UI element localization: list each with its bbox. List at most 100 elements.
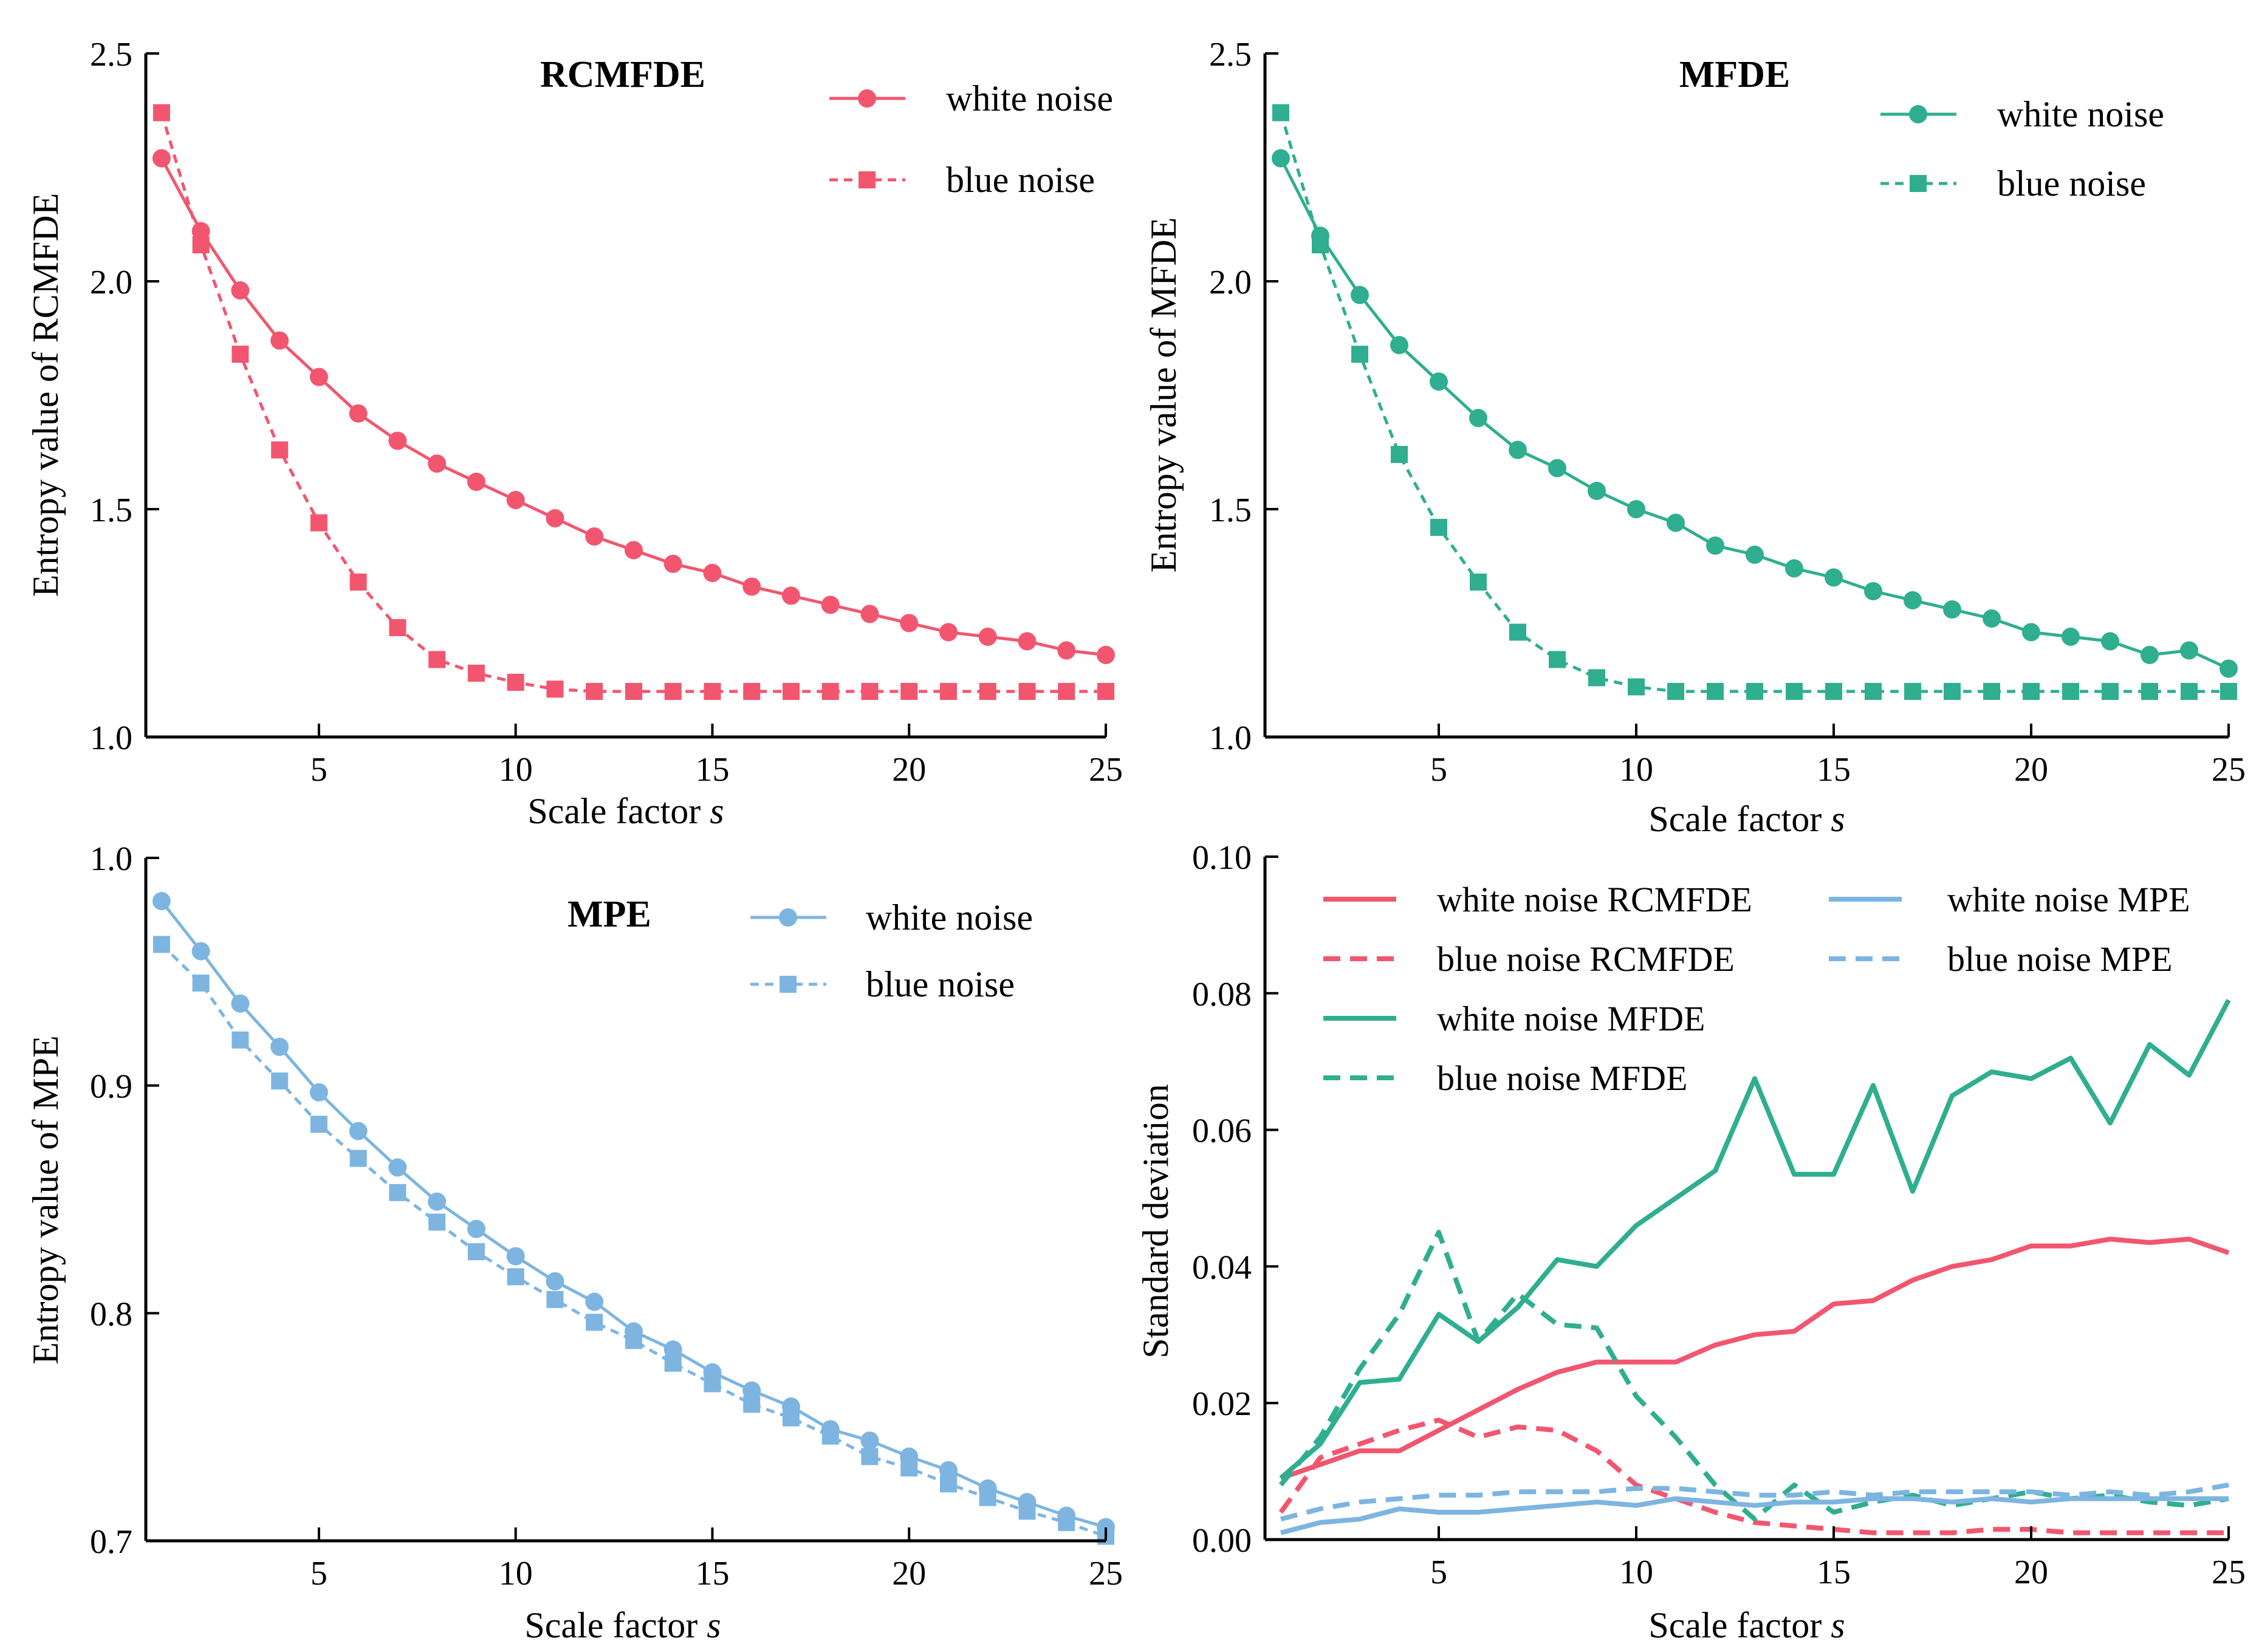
rcmfde-point-s1-22	[1018, 683, 1036, 700]
mfde-legend-label-blue: blue noise	[1997, 163, 2146, 204]
rcmfde-x-tick-label-4: 25	[1089, 751, 1123, 789]
mfde-point-s0-17	[1943, 600, 1961, 619]
rcmfde-point-s1-13	[664, 683, 682, 700]
rcmfde-point-s1-4	[310, 514, 327, 532]
mpe-point-s1-6	[389, 1184, 406, 1201]
rcmfde-point-s1-24	[1097, 683, 1114, 700]
mfde-point-s1-23	[2181, 683, 2198, 700]
std-series-line-1	[1278, 1417, 2229, 1535]
rcmfde-x-tick-label-1: 10	[499, 751, 533, 789]
mfde-point-s1-12	[1746, 683, 1763, 700]
rcmfde-legend: white noise blue noise	[829, 78, 1113, 200]
mfde-point-s0-18	[1983, 609, 2001, 628]
mfde-point-s0-9	[1627, 500, 1645, 518]
mfde-point-s0-3	[1390, 336, 1408, 354]
mfde-point-s1-9	[1628, 678, 1645, 696]
std-legend-label-4: white noise MPE	[1947, 880, 2190, 919]
mfde-point-s1-14	[1825, 683, 1842, 700]
rcmfde-x-tick-label-0: 5	[310, 751, 327, 789]
std-y-tick-label-1: 0.02	[1192, 1385, 1252, 1423]
mpe-point-s1-16	[782, 1409, 800, 1427]
rcmfde-point-s1-3	[271, 441, 289, 459]
std-y-tick-label-4: 0.08	[1192, 976, 1252, 1013]
rcmfde-point-s1-16	[782, 683, 800, 700]
mfde-point-s1-3	[1391, 446, 1408, 463]
mfde-panel: 5 10 15 20 25 1.0 1.5 2.0 2.5 MFDE Scale factor …	[1143, 36, 2246, 839]
mpe-point-s1-8	[467, 1243, 485, 1261]
mpe-point-s1-21	[979, 1489, 996, 1506]
mfde-y-label: Entropy value of MFDE	[1143, 218, 1184, 573]
mfde-point-s0-8	[1588, 482, 1606, 500]
rcmfde-point-s0-11	[585, 527, 604, 546]
rcmfde-point-s0-19	[900, 614, 919, 632]
rcmfde-point-s0-15	[742, 577, 761, 596]
rcmfde-legend-marker-white	[858, 89, 876, 108]
mfde-point-s1-15	[1865, 683, 1882, 700]
rcmfde-point-s1-21	[979, 683, 996, 700]
mfde-point-s1-19	[2023, 683, 2040, 700]
mfde-point-s0-22	[2141, 646, 2159, 664]
mfde-point-s1-17	[1944, 683, 1961, 700]
mfde-y-tick-label-1: 1.5	[1209, 492, 1252, 529]
rcmfde-point-s0-10	[546, 509, 564, 527]
mpe-title: MPE	[567, 894, 651, 935]
mpe-point-s1-15	[743, 1396, 761, 1413]
mfde-x-tick-label-1: 10	[1619, 751, 1653, 789]
rcmfde-point-s1-17	[821, 683, 839, 700]
std-y-tick-label-5: 0.10	[1192, 839, 1252, 877]
mfde-point-s0-11	[1706, 536, 1724, 555]
mpe-legend-marker-blue	[780, 976, 797, 993]
rcmfde-point-s1-2	[231, 346, 249, 363]
mfde-point-s1-8	[1588, 669, 1605, 687]
std-legend-label-3: blue noise MFDE	[1437, 1058, 1687, 1098]
mpe-x-tick-label-0: 5	[310, 1555, 327, 1592]
mfde-point-s1-18	[1983, 683, 2000, 700]
rcmfde-series-layer	[152, 104, 1115, 700]
mpe-point-s1-14	[704, 1375, 721, 1393]
rcmfde-point-s0-0	[152, 149, 171, 168]
mpe-point-s1-7	[428, 1213, 446, 1231]
rcmfde-point-s1-14	[704, 683, 721, 700]
mfde-point-s1-5	[1470, 574, 1487, 591]
rcmfde-point-s1-9	[507, 674, 524, 691]
mfde-point-s1-1	[1312, 236, 1329, 253]
mpe-panel: 5 10 15 20 25 0.7 0.8 0.9 1.0 MPE Scale factor s…	[26, 840, 1123, 1645]
std-series-line-4	[1280, 1496, 2229, 1535]
mfde-point-s0-4	[1430, 372, 1448, 391]
std-series-line-2	[1279, 999, 2231, 1480]
mpe-x-label: Scale factor s	[524, 1605, 721, 1645]
mpe-point-s1-20	[939, 1475, 957, 1493]
std-series-layer	[1278, 999, 2231, 1535]
rcmfde-x-tick-label-2: 15	[695, 751, 729, 789]
mfde-point-s0-10	[1667, 513, 1685, 532]
mpe-point-s0-20	[939, 1461, 958, 1479]
mpe-point-s0-0	[152, 892, 171, 911]
mpe-point-s0-2	[231, 994, 250, 1013]
mfde-legend-label-white: white noise	[1997, 94, 2164, 134]
mpe-point-s0-7	[428, 1192, 447, 1211]
mfde-y-tick-label-2: 2.0	[1209, 264, 1252, 301]
rcmfde-y-tick-label-1: 1.5	[90, 492, 132, 529]
mfde-point-s1-2	[1351, 346, 1368, 363]
mpe-legend-marker-white	[779, 908, 797, 927]
std-legend: white noise RCMFDE blue noise RCMFDE whi…	[1323, 880, 2190, 1098]
mpe-legend-label-blue: blue noise	[866, 964, 1015, 1004]
mfde-point-s0-0	[1272, 149, 1290, 168]
mpe-x-tick-label-4: 25	[1089, 1555, 1123, 1592]
rcmfde-point-s0-17	[821, 595, 840, 614]
mpe-point-s0-4	[309, 1083, 328, 1102]
mfde-series-layer	[1272, 104, 2238, 700]
mfde-legend-marker-blue	[1910, 175, 1927, 192]
std-y-label: Standard deviation	[1136, 1084, 1176, 1359]
rcmfde-y-tick-label-2: 2.0	[90, 264, 132, 301]
std-y-tick-label-3: 0.06	[1192, 1112, 1252, 1150]
rcmfde-point-s0-14	[703, 564, 722, 582]
rcmfde-point-s0-3	[270, 331, 289, 350]
mpe-point-s1-22	[1018, 1503, 1036, 1520]
rcmfde-point-s1-0	[153, 104, 170, 122]
rcmfde-point-s0-9	[506, 491, 525, 509]
mfde-point-s0-12	[1746, 546, 1764, 564]
mfde-point-s1-6	[1509, 623, 1526, 641]
mfde-y-tick-label-0: 1.0	[1209, 719, 1252, 757]
